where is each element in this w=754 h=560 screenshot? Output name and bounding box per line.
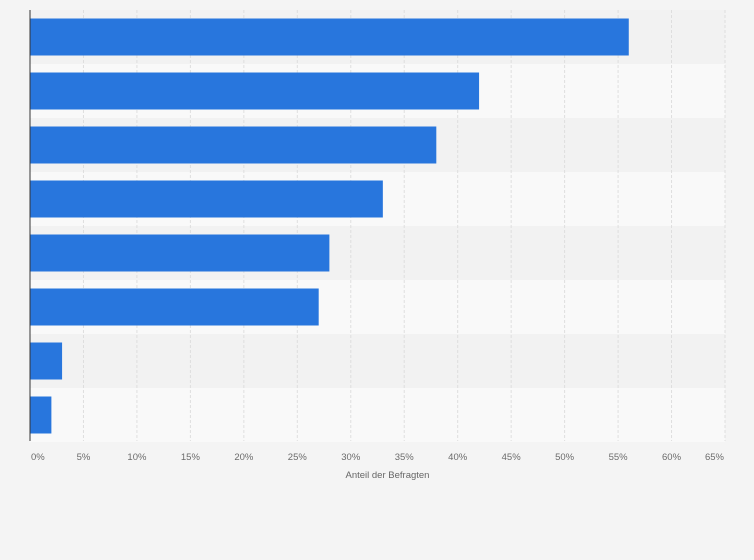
bar[interactable]	[30, 288, 319, 326]
x-axis-ticks: 0% 5% 10% 15% 20% 25% 30% 35% 40% 45% 50% 55% 60% 65%	[31, 452, 725, 463]
bar[interactable]	[30, 342, 63, 380]
x-tick-label: 65%	[705, 452, 725, 463]
x-tick-label: 30%	[341, 452, 361, 463]
bar[interactable]	[30, 18, 629, 56]
x-tick-label: 35%	[395, 452, 415, 463]
row-band	[30, 334, 725, 388]
x-tick-label: 5%	[77, 452, 91, 463]
x-tick-label: 20%	[234, 452, 254, 463]
x-tick-label: 55%	[609, 452, 629, 463]
x-tick-label: 50%	[555, 452, 575, 463]
x-tick-label: 40%	[448, 452, 468, 463]
x-tick-label: 15%	[181, 452, 201, 463]
bar[interactable]	[30, 72, 480, 110]
bar[interactable]	[30, 396, 52, 434]
bar[interactable]	[30, 180, 383, 218]
x-tick-label: 45%	[502, 452, 522, 463]
bar[interactable]	[30, 126, 437, 164]
x-axis-title: Anteil der Befragten	[346, 470, 430, 481]
x-tick-label: 10%	[127, 452, 147, 463]
x-tick-label: 25%	[288, 452, 308, 463]
x-tick-label: 0%	[31, 452, 45, 463]
bars	[30, 18, 629, 434]
x-tick-label: 60%	[662, 452, 682, 463]
row-band	[30, 388, 725, 442]
bar[interactable]	[30, 234, 330, 272]
